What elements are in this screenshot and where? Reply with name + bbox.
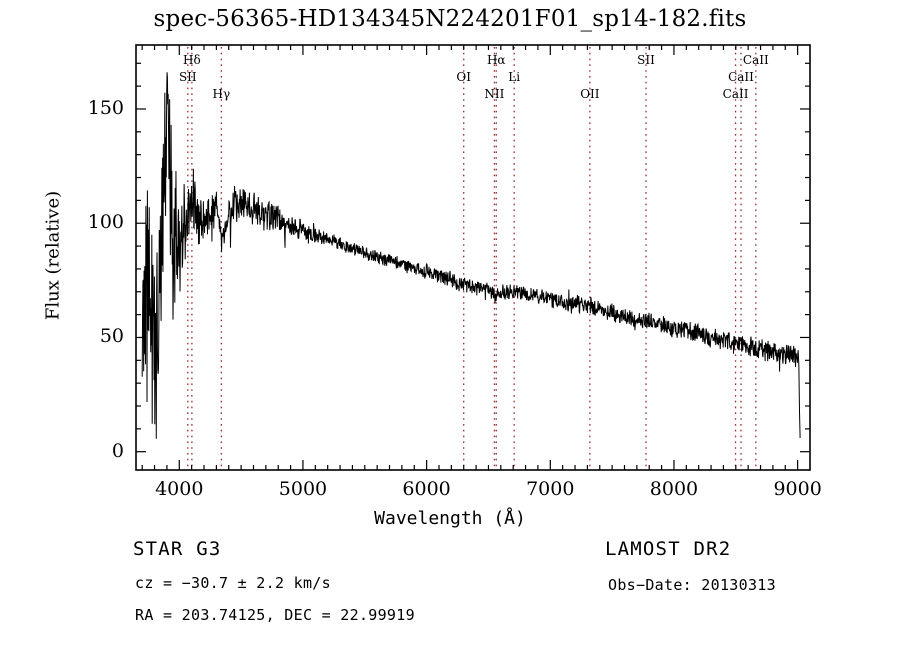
x-tick-label: 9000 bbox=[773, 478, 822, 500]
spectral-line-label-caii: CaII bbox=[722, 87, 749, 101]
radial-velocity-label: cz = −30.7 ± 2.2 km/s bbox=[135, 574, 331, 592]
x-tick-label: 8000 bbox=[649, 478, 699, 500]
axis-frame bbox=[135, 44, 811, 471]
x-tick-label: 7000 bbox=[526, 478, 575, 500]
spectral-line-label-caii: CaII bbox=[728, 70, 754, 84]
spectral-line-label-h: Hα bbox=[486, 53, 506, 67]
spectral-line-label-sii: SII bbox=[178, 70, 197, 84]
spectral-line-label-oi: OI bbox=[456, 70, 472, 84]
spectral-line-label-caii: CaII bbox=[742, 53, 769, 67]
page-title: spec-56365-HD134345N224201F01_sp14-182.f… bbox=[153, 6, 747, 32]
spectral-line-label-nii: NII bbox=[484, 87, 505, 101]
object-type-label: STAR G3 bbox=[133, 538, 222, 560]
x-axis-title: Wavelength (Å) bbox=[374, 508, 526, 529]
spectral-line-label-h: Hγ bbox=[212, 87, 231, 101]
spectrum-trace bbox=[141, 72, 801, 439]
observation-date-label: Obs−Date: 20130313 bbox=[608, 576, 776, 594]
spectral-line-label-oii: OII bbox=[580, 87, 600, 101]
y-tick-label: 100 bbox=[87, 211, 124, 234]
x-tick-label: 5000 bbox=[278, 478, 328, 500]
spectral-line-label-h: Hδ bbox=[183, 53, 201, 67]
x-tick-label: 6000 bbox=[402, 478, 451, 500]
coordinates-label: RA = 203.74125, DEC = 22.99919 bbox=[135, 606, 415, 624]
y-tick-label: 150 bbox=[87, 96, 124, 119]
survey-label: LAMOST DR2 bbox=[605, 538, 732, 560]
x-tick-label: 4000 bbox=[155, 478, 204, 500]
spectral-line-label-li: Li bbox=[508, 70, 521, 84]
spectral-line-markers bbox=[187, 47, 757, 469]
spectral-line-label-sii: SII bbox=[637, 53, 655, 67]
y-tick-label: 0 bbox=[111, 439, 124, 462]
y-axis-title: Flux (relative) bbox=[42, 190, 64, 321]
y-tick-label: 50 bbox=[99, 325, 124, 348]
